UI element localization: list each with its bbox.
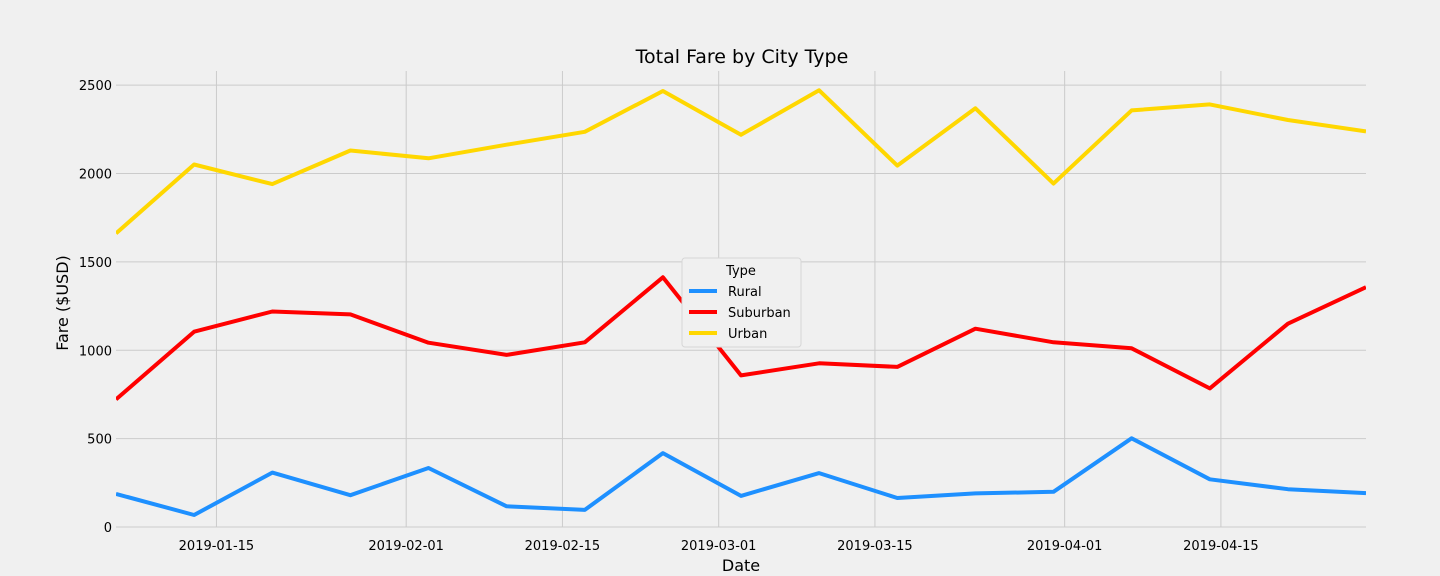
series-lines <box>116 88 1366 517</box>
x-tick-label: 2019-02-15 <box>525 539 601 554</box>
y-tick-label: 1000 <box>79 344 112 359</box>
legend: Type Rural Suburban Urban <box>681 257 802 348</box>
x-axis-label: Date <box>722 556 760 575</box>
y-tick-label: 0 <box>104 521 112 536</box>
x-tick-label: 2019-01-15 <box>179 539 255 554</box>
y-tick-label: 500 <box>87 433 112 448</box>
x-tick-label: 2019-02-01 <box>368 539 444 554</box>
chart-title: Total Fare by City Type <box>635 46 849 68</box>
series-line-suburban <box>116 275 1366 401</box>
legend-label-rural: Rural <box>728 285 762 300</box>
x-axis-ticks: 2019-01-15 2019-02-01 2019-02-15 2019-03-01… <box>179 539 1259 554</box>
legend-label-urban: Urban <box>728 327 767 342</box>
series-line-urban <box>116 88 1366 235</box>
series-line-rural <box>116 436 1366 517</box>
x-tick-label: 2019-04-01 <box>1027 539 1103 554</box>
legend-label-suburban: Suburban <box>728 306 791 321</box>
y-tick-label: 1500 <box>79 256 112 271</box>
y-axis-label: Fare ($USD) <box>53 255 72 351</box>
x-tick-label: 2019-03-01 <box>681 539 757 554</box>
legend-frame <box>681 257 802 348</box>
grid <box>116 71 1366 528</box>
x-tick-label: 2019-03-15 <box>837 539 913 554</box>
x-tick-label: 2019-04-15 <box>1183 539 1259 554</box>
legend-title: Type <box>725 264 756 279</box>
y-tick-label: 2000 <box>79 168 112 183</box>
y-axis-ticks: 0 500 1000 1500 2000 2500 <box>79 79 112 536</box>
y-tick-label: 2500 <box>79 79 112 94</box>
